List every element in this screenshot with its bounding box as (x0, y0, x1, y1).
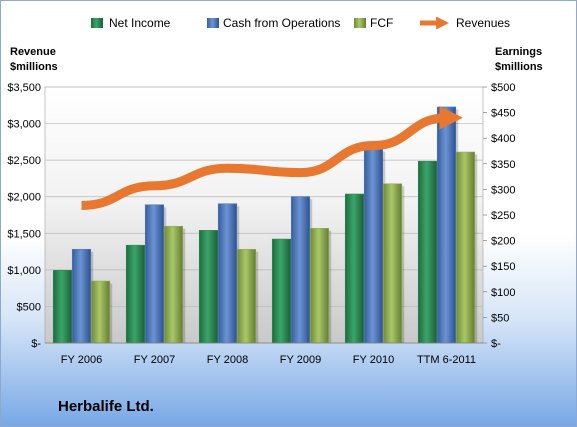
left-tick-label: $2,000 (7, 192, 41, 204)
x-tick-label: FY 2006 (61, 354, 102, 366)
bar-cash-from-operations-fy-2010 (363, 148, 384, 344)
bar-net-income-fy-2008 (198, 230, 219, 344)
right-tick-label: $50 (491, 312, 509, 324)
right-axis-title-line2: $millions (495, 61, 543, 73)
right-tick-label: $- (491, 338, 501, 350)
right-tick-label: $200 (491, 236, 515, 248)
bar-cash-from-operations-fy-2008 (217, 203, 238, 344)
right-tick-label: $500 (491, 82, 515, 94)
right-tick-label: $450 (491, 108, 515, 120)
legend-swatch-net-income (91, 18, 103, 28)
left-tick-label: $3,000 (7, 119, 41, 131)
legend-label-net-income: Net Income (109, 16, 171, 30)
left-tick-label: $- (31, 338, 41, 350)
x-tick-label: FY 2007 (134, 354, 175, 366)
right-tick-label: $400 (491, 133, 515, 145)
left-tick-label: $3,500 (7, 82, 41, 94)
legend-label-fcf: FCF (370, 16, 393, 30)
bars-group (52, 106, 478, 344)
bar-fcf-fy-2010 (382, 183, 403, 344)
left-tick-label: $1,500 (7, 228, 41, 240)
bar-net-income-fy-2010 (344, 193, 365, 344)
legend-swatch-cash-from-operations (207, 18, 219, 28)
right-tick-label: $150 (491, 261, 515, 273)
left-tick-label: $500 (17, 301, 41, 313)
gridlines (45, 86, 483, 307)
x-tick-label: FY 2008 (207, 354, 248, 366)
left-tick-label: $2,500 (7, 155, 41, 167)
x-tick-label: FY 2010 (353, 354, 394, 366)
bar-fcf-fy-2006 (90, 280, 111, 344)
bar-fcf-fy-2007 (163, 225, 184, 344)
legend-label-cash-from-operations: Cash from Operations (223, 16, 340, 30)
right-tick-label: $250 (491, 210, 515, 222)
bar-fcf-fy-2009 (309, 228, 330, 344)
bar-net-income-fy-2006 (52, 269, 73, 344)
bar-net-income-ttm-6-2011 (417, 160, 438, 344)
company-name: Herbalife Ltd. (58, 398, 154, 415)
left-axis-title-line2: $millions (10, 61, 58, 73)
bar-net-income-fy-2009 (271, 238, 292, 344)
line-revenues (81, 106, 463, 210)
right-axis-title-line1: Earnings (495, 46, 542, 58)
bar-net-income-fy-2007 (125, 244, 146, 344)
revenue-line-group (81, 106, 463, 210)
right-tick-label: $300 (491, 184, 515, 196)
bar-fcf-ttm-6-2011 (455, 151, 476, 344)
left-tick-label: $1,000 (7, 265, 41, 277)
axes-group: $- $500 $1,000 $1,500 $2,000 $2,500 $3,000 $3,5… (7, 82, 515, 366)
bar-cash-from-operations-ttm-6-2011 (436, 106, 457, 344)
legend-swatch-fcf (354, 18, 366, 28)
x-tick-label: TTM 6-2011 (417, 354, 476, 366)
left-axis-title-line1: Revenue (10, 46, 56, 58)
legend-label-revenues: Revenues (456, 16, 510, 30)
bar-cash-from-operations-fy-2009 (290, 196, 311, 344)
bar-cash-from-operations-fy-2006 (71, 249, 92, 344)
right-tick-label: $350 (491, 159, 515, 171)
bar-cash-from-operations-fy-2007 (144, 204, 165, 344)
x-tick-label: FY 2009 (280, 354, 321, 366)
legend: Net Income Cash from Operations FCF Reve… (91, 16, 510, 30)
right-tick-label: $100 (491, 287, 515, 299)
bar-fcf-fy-2008 (236, 249, 257, 344)
